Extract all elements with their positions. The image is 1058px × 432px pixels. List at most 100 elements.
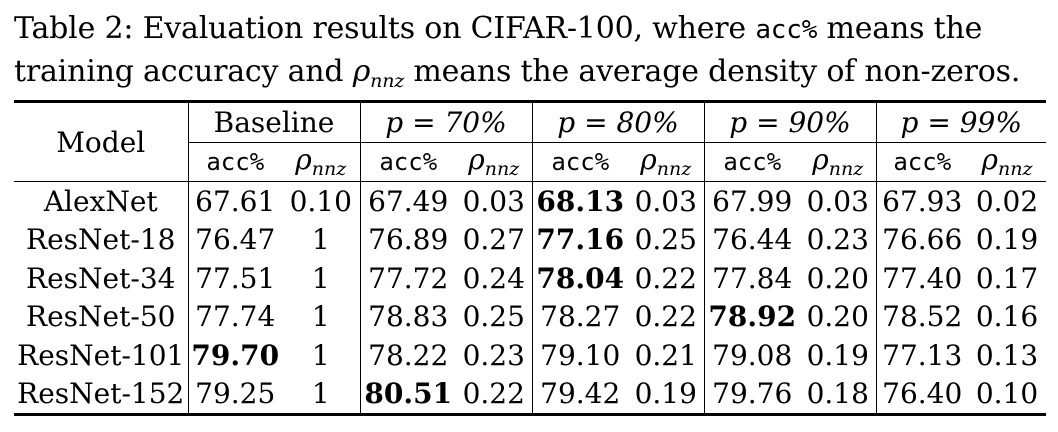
acc-value-cell: 76.66 <box>882 223 963 257</box>
acc-value-cell: 79.10 <box>540 338 621 372</box>
density-value-cell: 0.20 <box>800 297 877 336</box>
table-row: ResNet-101 79.70 1 78.22 0.23 79.10 0.21 79.08 0… <box>14 336 1046 375</box>
acc-value-cell: 77.51 <box>195 261 276 295</box>
rho-symbol: ρ <box>468 143 485 177</box>
density-value-cell: 1 <box>282 297 361 336</box>
caption-rho: ρ <box>352 54 371 89</box>
density-value-cell: 0.19 <box>975 223 1039 257</box>
model-name-cell: ResNet-18 <box>14 220 189 259</box>
acc-value-cell: 78.83 <box>368 300 449 334</box>
table-row: AlexNet 67.61 0.10 67.49 0.03 68.13 0.03 67.99 0… <box>14 181 1046 221</box>
acc-value-cell: 78.27 <box>540 300 621 334</box>
metric-header-rho: ρnnz <box>968 142 1046 182</box>
acc-value-cell: 67.49 <box>368 184 449 218</box>
metric-header-rho: ρnnz <box>282 142 361 182</box>
density-value-cell: 1 <box>282 336 361 375</box>
rho-symbol: ρ <box>640 143 657 177</box>
acc-value-cell: 78.92 <box>708 300 797 334</box>
group-header-p90: p = 90% <box>704 101 877 143</box>
metric-header-acc: acc% <box>360 142 456 182</box>
metric-header-rho: ρnnz <box>456 142 533 182</box>
caption-line-2: training accuracy and ρnnz means the ave… <box>14 51 1048 102</box>
acc-value-cell: 79.25 <box>195 377 276 411</box>
metric-header-acc: acc% <box>188 142 282 182</box>
metric-header-acc: acc% <box>532 142 628 182</box>
caption-text: Table 2: Evaluation results on CIFAR-100… <box>14 11 756 46</box>
acc-value-cell: 79.08 <box>712 338 793 372</box>
density-value-cell: 0.19 <box>800 336 877 375</box>
metric-header-acc: acc% <box>704 142 800 182</box>
metric-header-rho: ρnnz <box>628 142 705 182</box>
table-row: ResNet-152 79.25 1 80.51 0.22 79.42 0.19 79.76 0… <box>14 374 1046 415</box>
table-row: ResNet-34 77.51 1 77.72 0.24 78.04 0.22 77.84 0.… <box>14 259 1046 298</box>
acc-value-cell: 77.13 <box>882 338 963 372</box>
acc-value-cell: 77.40 <box>882 261 963 295</box>
acc-value-cell: 76.47 <box>195 223 276 257</box>
density-value-cell: 1 <box>282 220 361 259</box>
table-row: ResNet-50 77.74 1 78.83 0.25 78.27 0.22 78.92 0.… <box>14 297 1046 336</box>
acc-value-cell: 76.89 <box>368 223 449 257</box>
density-value-cell: 1 <box>282 374 361 415</box>
metric-header-rho: ρnnz <box>800 142 877 182</box>
acc-value-cell: 79.70 <box>191 338 280 372</box>
acc-value-cell: 77.84 <box>712 261 793 295</box>
density-value-cell: 0.03 <box>800 181 877 221</box>
model-name-cell: ResNet-34 <box>14 259 189 298</box>
density-value-cell: 0.16 <box>975 300 1039 334</box>
density-value-cell: 0.23 <box>456 336 533 375</box>
caption-text: means the average density of non-zeros. <box>404 54 1021 89</box>
acc-value-cell: 79.76 <box>712 377 793 411</box>
density-value-cell: 0.03 <box>456 181 533 221</box>
table-caption: Table 2: Evaluation results on CIFAR-100… <box>14 8 1048 102</box>
model-header: Model <box>14 100 189 182</box>
acc-value-cell: 67.99 <box>712 184 793 218</box>
density-value-cell: 0.22 <box>628 297 705 336</box>
acc-value-cell: 78.22 <box>368 338 449 372</box>
caption-line-1: Table 2: Evaluation results on CIFAR-100… <box>14 8 1048 51</box>
acc-value-cell: 77.72 <box>368 261 449 295</box>
density-value-cell: 0.22 <box>628 259 705 298</box>
caption-code-acc: acc% <box>755 15 818 45</box>
rho-subscript: nnz <box>484 158 520 181</box>
acc-value-cell: 77.74 <box>195 300 276 334</box>
header-row-metrics: acc% ρnnz acc% ρnnz acc% ρnnz acc% ρnnz acc% ρnnz <box>14 142 1046 182</box>
group-header-p99: p = 99% <box>876 101 1046 143</box>
group-header-p80: p = 80% <box>532 101 705 143</box>
acc-value-cell: 76.40 <box>882 377 963 411</box>
acc-value-cell: 77.16 <box>536 223 625 257</box>
density-value-cell: 0.21 <box>628 336 705 375</box>
rho-symbol: ρ <box>981 143 998 177</box>
model-name-cell: ResNet-101 <box>14 336 189 375</box>
density-value-cell: 0.10 <box>282 181 361 221</box>
rho-symbol: ρ <box>812 143 829 177</box>
density-value-cell: 0.10 <box>975 377 1039 411</box>
acc-value-cell: 67.93 <box>882 184 963 218</box>
density-value-cell: 0.19 <box>628 374 705 415</box>
density-value-cell: 0.25 <box>456 297 533 336</box>
results-table: Model Baseline p = 70% p = 80% p = 90% p… <box>14 100 1046 416</box>
rho-subscript: nnz <box>997 158 1033 181</box>
acc-value-cell: 67.61 <box>195 184 276 218</box>
acc-value-cell: 79.42 <box>540 377 621 411</box>
group-header-baseline: Baseline <box>188 101 361 143</box>
acc-value-cell: 76.44 <box>712 223 793 257</box>
acc-value-cell: 80.51 <box>364 377 453 411</box>
density-value-cell: 0.22 <box>456 374 533 415</box>
density-value-cell: 0.27 <box>456 220 533 259</box>
acc-value-cell: 78.52 <box>882 300 963 334</box>
acc-value-cell: 68.13 <box>536 184 625 218</box>
table-row: ResNet-18 76.47 1 76.89 0.27 77.16 0.25 76.44 0.… <box>14 220 1046 259</box>
acc-value-cell: 78.04 <box>536 261 625 295</box>
caption-rho-sub: nnz <box>370 70 405 92</box>
header-row-groups: Model Baseline p = 70% p = 80% p = 90% p… <box>14 100 1046 182</box>
caption-text: means the <box>817 11 983 46</box>
caption-text: training accuracy and <box>14 54 353 89</box>
density-value-cell: 0.25 <box>628 220 705 259</box>
model-name-cell: AlexNet <box>14 181 189 221</box>
density-value-cell: 0.17 <box>975 261 1039 295</box>
density-value-cell: 0.02 <box>975 184 1039 218</box>
density-value-cell: 1 <box>282 259 361 298</box>
density-value-cell: 0.20 <box>800 259 877 298</box>
rho-subscript: nnz <box>656 158 692 181</box>
model-name-cell: ResNet-50 <box>14 297 189 336</box>
